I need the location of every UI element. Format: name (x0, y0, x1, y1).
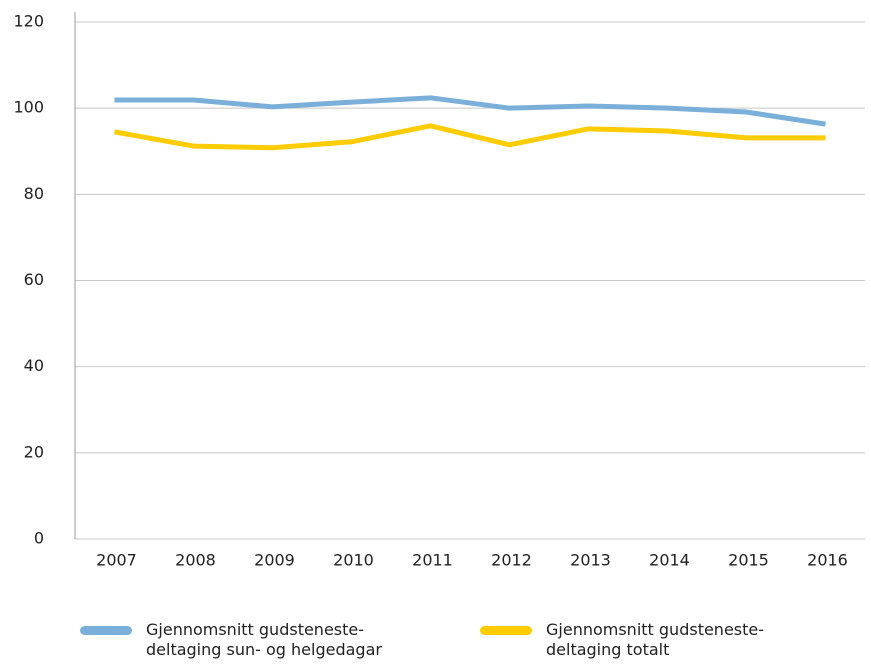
legend-swatch (80, 626, 132, 635)
x-tick-label: 2014 (649, 551, 690, 570)
y-tick-label: 40 (24, 356, 44, 375)
x-tick-label: 2010 (333, 551, 374, 570)
legend-label: Gjennomsnitt gudsteneste-deltaging sun- … (146, 620, 382, 659)
series-line (114, 95, 826, 127)
x-tick-label: 2015 (728, 551, 769, 570)
x-tick-label: 2007 (96, 551, 137, 570)
y-tick-label: 60 (24, 270, 44, 289)
x-tick-label: 2013 (570, 551, 611, 570)
x-tick-label: 2011 (412, 551, 453, 570)
y-tick-label: 0 (34, 529, 44, 548)
y-tick-label: 80 (24, 184, 44, 203)
x-tick-label: 2008 (175, 551, 216, 570)
legend-item: Gjennomsnitt gudsteneste-deltaging total… (480, 620, 840, 660)
y-tick-label: 100 (13, 98, 44, 117)
legend-swatch (480, 626, 532, 635)
chart: 0 20 40 60 80 100 120 2007 2008 2009 2010 2011 2012 2… (13, 12, 865, 570)
x-tick-label: 2009 (254, 551, 295, 570)
series-line (114, 123, 826, 151)
y-tick-label: 20 (24, 442, 44, 461)
x-tick-label: 2016 (807, 551, 848, 570)
legend: Gjennomsnitt gudsteneste-deltaging sun- … (80, 620, 860, 660)
legend-item: Gjennomsnitt gudsteneste-deltaging sun- … (80, 620, 440, 660)
y-tick-label: 120 (13, 12, 44, 31)
x-tick-label: 2012 (491, 551, 532, 570)
legend-label: Gjennomsnitt gudsteneste-deltaging total… (546, 620, 765, 659)
